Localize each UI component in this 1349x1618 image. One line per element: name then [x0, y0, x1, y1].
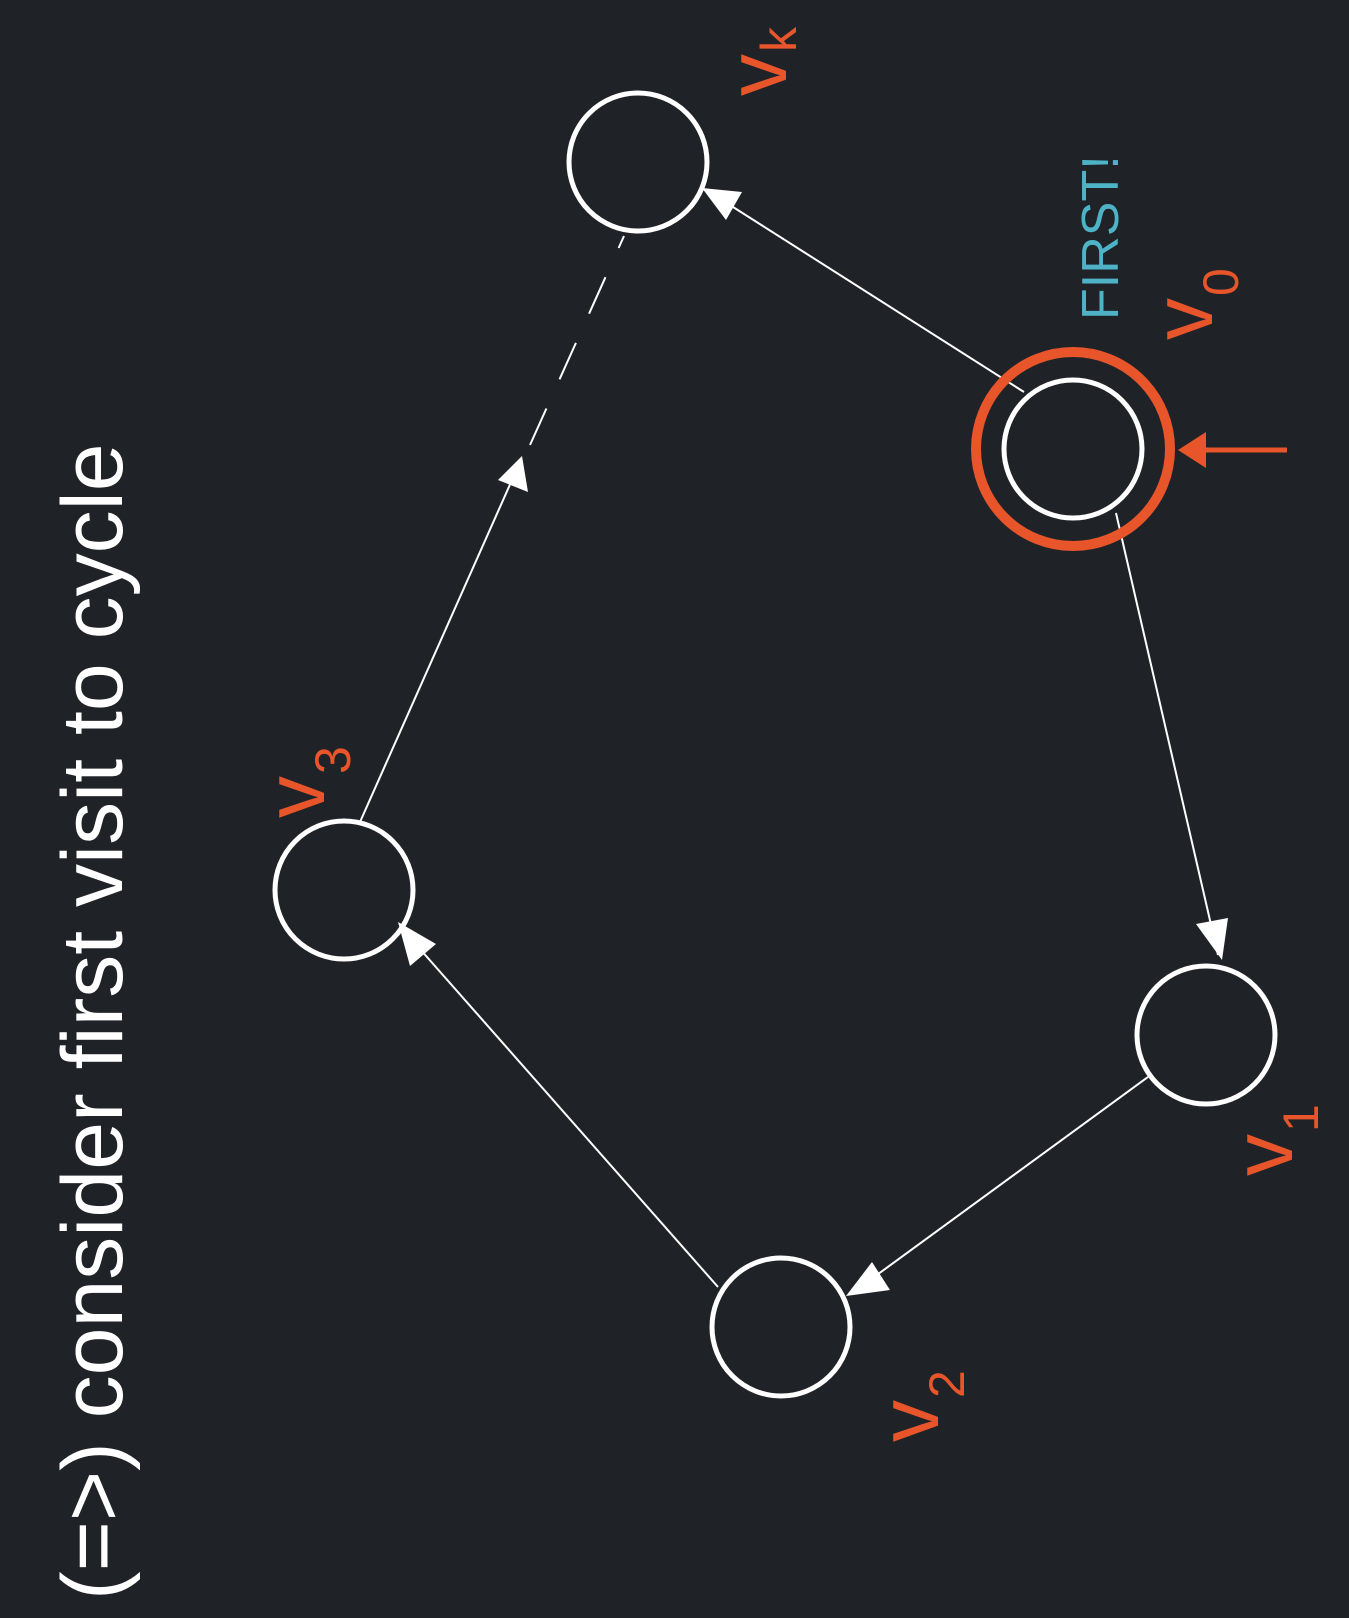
arrowhead-vk — [702, 188, 742, 220]
edge-v1-v2 — [870, 1077, 1148, 1280]
label-v0-sub: 0 — [1193, 268, 1249, 296]
label-v1: v 1 — [1216, 1104, 1329, 1176]
label-v0: v 0 — [1136, 268, 1249, 340]
label-v3: v 3 — [248, 746, 361, 818]
first-label: FIRST! — [1072, 155, 1130, 320]
node-v2 — [712, 1258, 850, 1396]
label-v2-letter: v — [862, 1400, 956, 1442]
label-vk: v k — [710, 26, 807, 96]
node-v3 — [275, 821, 413, 959]
edge-v0-vk — [722, 200, 1024, 392]
label-vk-sub: k — [751, 26, 807, 52]
edge-v3-dashed — [360, 480, 512, 822]
label-v2: v 2 — [862, 1370, 975, 1442]
node-v1 — [1137, 966, 1275, 1104]
start-pointer-head — [1178, 432, 1206, 468]
edge-v0-v1 — [1116, 513, 1218, 955]
label-vk-letter: v — [710, 54, 804, 96]
edge-dashed-vk — [530, 236, 624, 445]
label-v1-sub: 1 — [1273, 1104, 1329, 1132]
arrowhead-dashed — [498, 456, 528, 492]
edge-v2-v3 — [412, 940, 718, 1287]
label-v0-letter: v — [1136, 298, 1230, 340]
node-vk — [569, 93, 707, 231]
label-v2-sub: 2 — [919, 1370, 975, 1398]
node-v0 — [1004, 380, 1142, 518]
label-v3-sub: 3 — [305, 746, 361, 774]
slide-title: (=>) consider first visit to cycle — [45, 443, 141, 1600]
arrowhead-v2 — [846, 1262, 890, 1296]
arrowhead-v1 — [1196, 918, 1228, 960]
label-v1-letter: v — [1216, 1134, 1310, 1176]
label-v3-letter: v — [248, 776, 342, 818]
